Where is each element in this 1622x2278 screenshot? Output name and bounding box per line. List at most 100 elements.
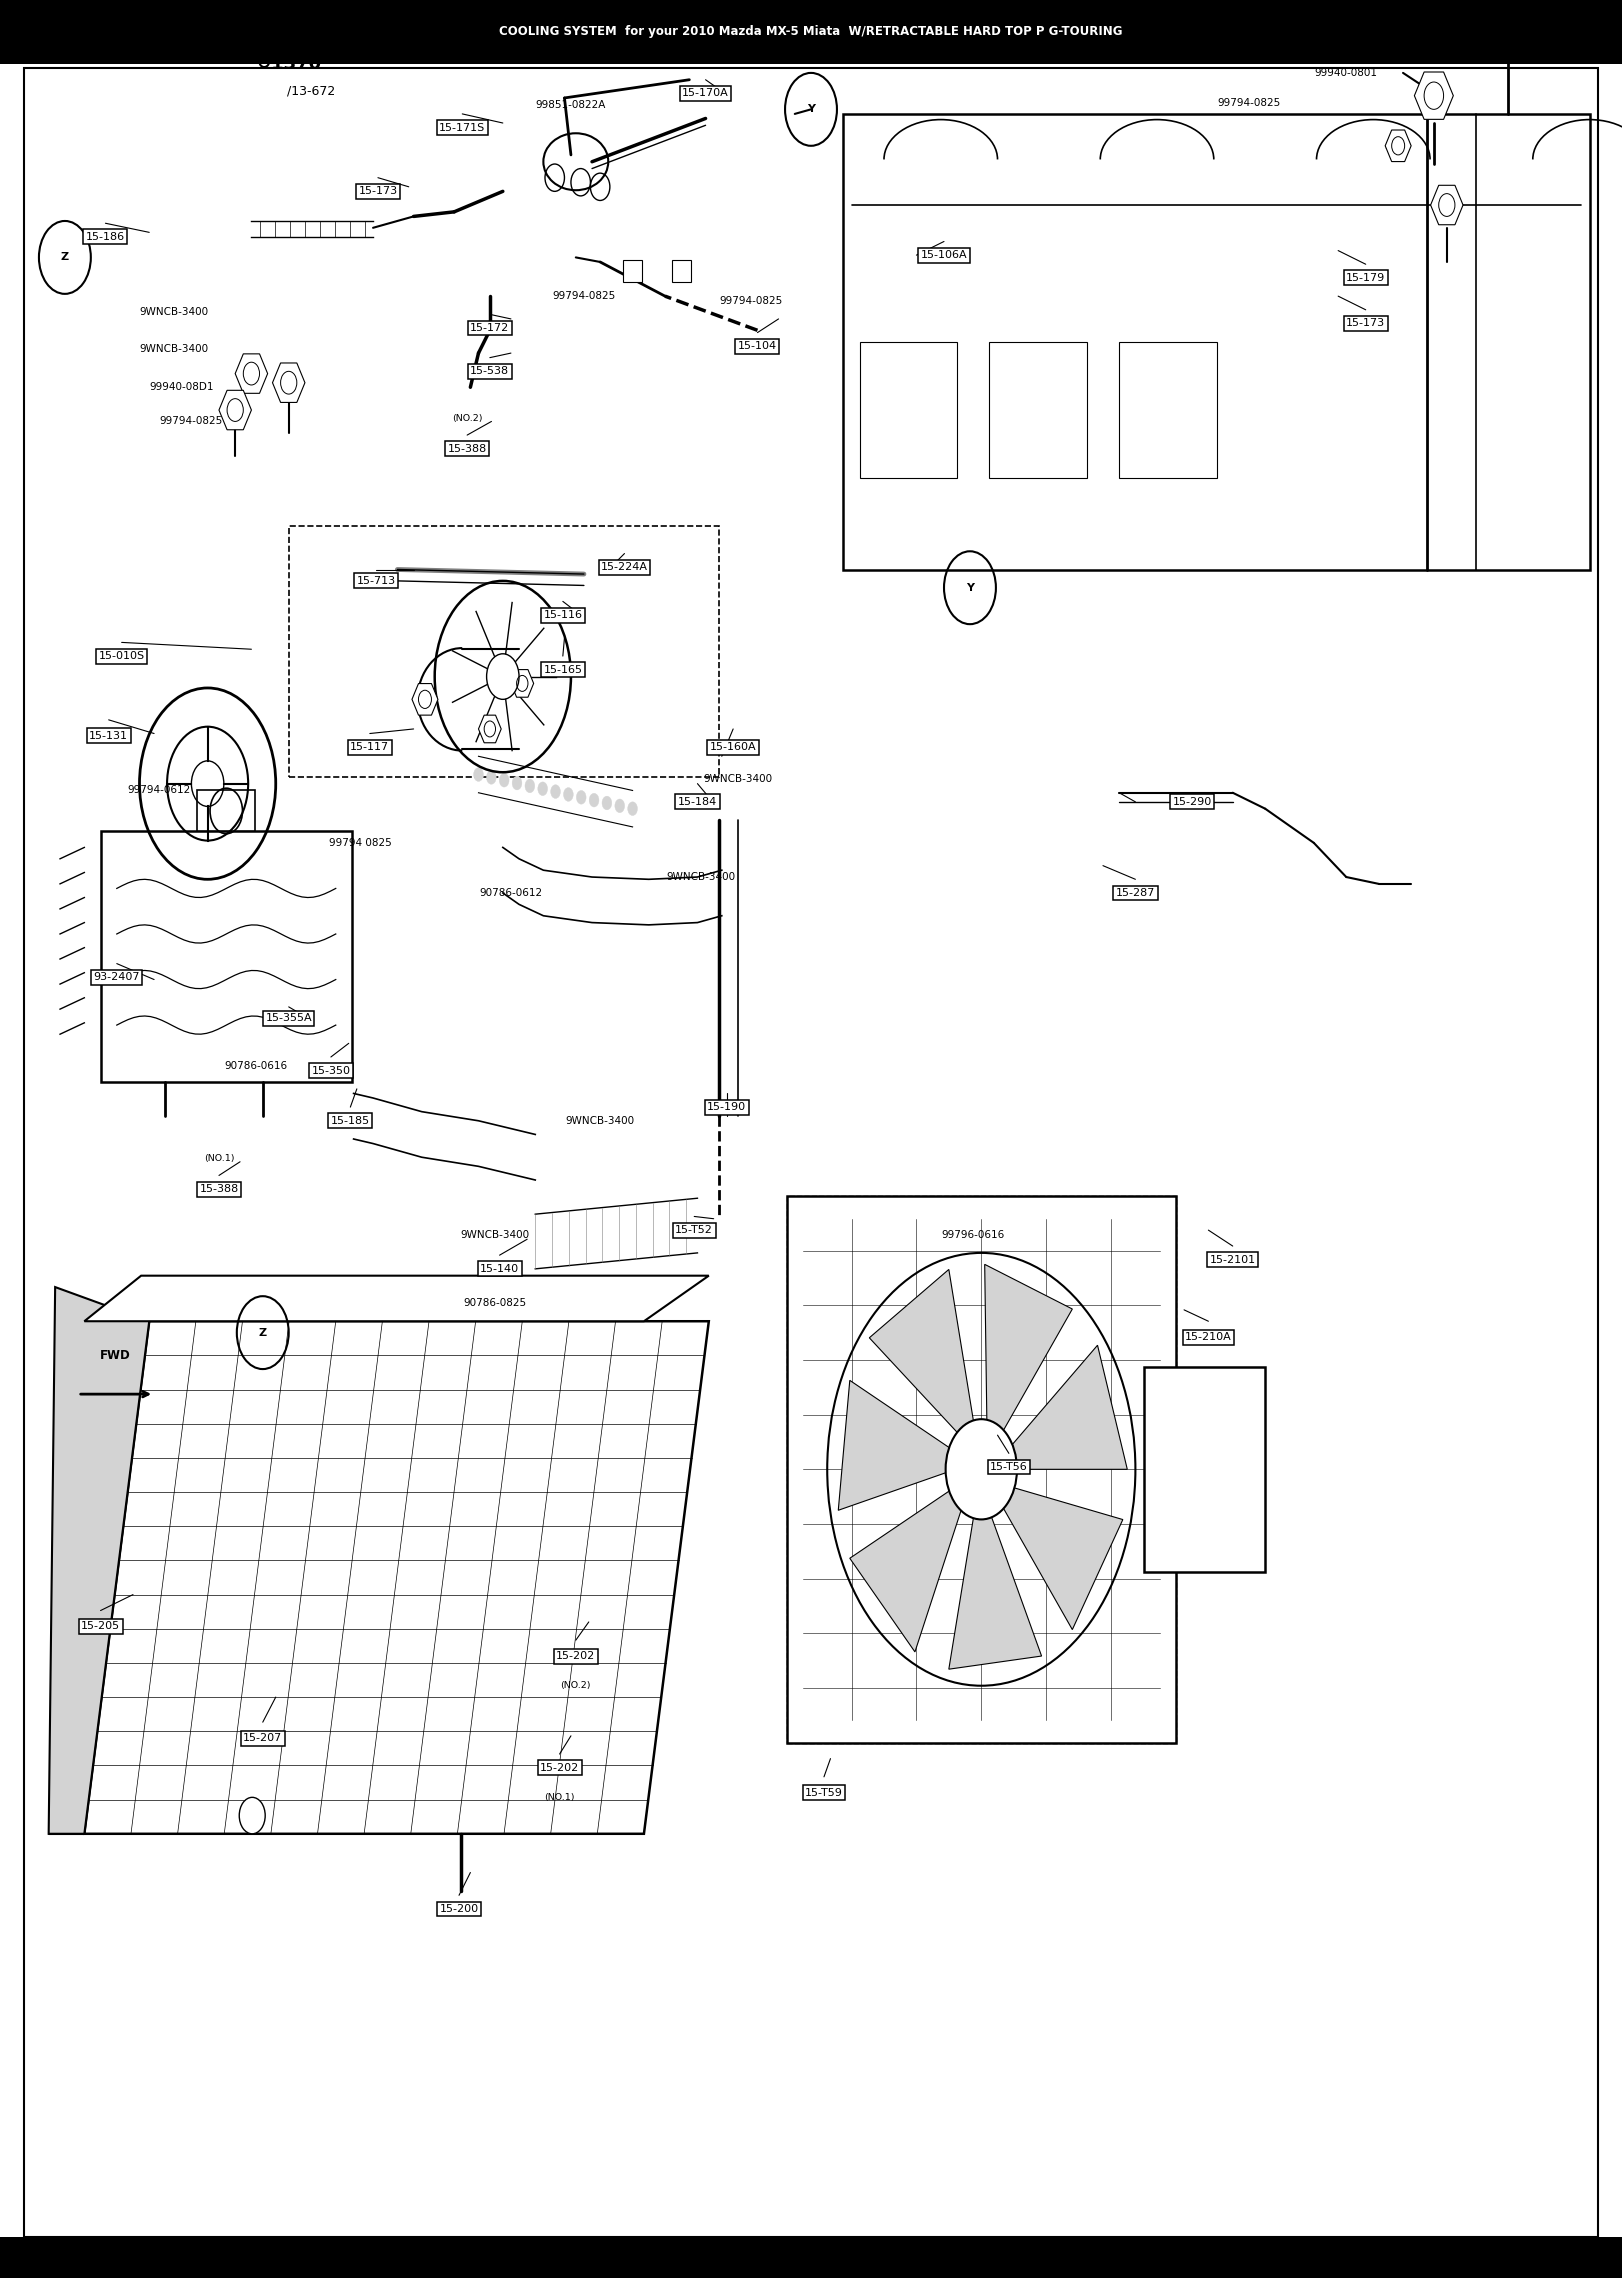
Text: 15-388: 15-388	[200, 1185, 238, 1194]
Text: 15-202: 15-202	[556, 1652, 595, 1661]
Bar	[101, 831, 352, 1082]
Text: 15-165: 15-165	[543, 665, 582, 674]
Text: 90786-0616: 90786-0616	[225, 1062, 287, 1071]
Text: 9WNCB-3400: 9WNCB-3400	[704, 775, 772, 784]
Text: FWD: FWD	[101, 1349, 130, 1362]
Circle shape	[946, 1419, 1017, 1519]
Bar	[787, 1196, 1176, 1743]
Text: 15-202: 15-202	[540, 1763, 579, 1772]
Polygon shape	[412, 683, 438, 715]
Text: Y: Y	[808, 105, 814, 114]
Text: 15-224A: 15-224A	[602, 563, 647, 572]
Circle shape	[474, 768, 483, 781]
Text: 15-171S: 15-171S	[440, 123, 485, 132]
Text: 15-T59: 15-T59	[805, 1788, 843, 1797]
Text: 15-185: 15-185	[331, 1116, 370, 1125]
Text: 15-355A: 15-355A	[266, 1014, 311, 1023]
Text: 15-106A: 15-106A	[921, 251, 967, 260]
Text: 99794-0825: 99794-0825	[720, 296, 782, 305]
Bar	[672, 260, 691, 282]
Text: 15-190: 15-190	[707, 1103, 746, 1112]
Polygon shape	[235, 353, 268, 394]
Text: 15-140: 15-140	[480, 1264, 519, 1273]
Text: 9WNCB-3400: 9WNCB-3400	[566, 1116, 634, 1125]
Text: 9WNCB-3400: 9WNCB-3400	[139, 308, 208, 317]
Text: 99794 0825: 99794 0825	[329, 838, 391, 847]
Bar	[843, 114, 1590, 570]
Text: 15-290: 15-290	[1173, 797, 1212, 806]
Polygon shape	[1414, 73, 1453, 118]
Polygon shape	[1431, 185, 1463, 226]
Polygon shape	[272, 362, 305, 403]
Text: 15-186: 15-186	[86, 232, 125, 241]
Text: 15-173: 15-173	[358, 187, 397, 196]
Text: 99794-0825: 99794-0825	[1218, 98, 1280, 107]
Bar	[787, 1196, 1176, 1743]
Text: 15-210A: 15-210A	[1186, 1333, 1231, 1342]
Text: 15-010S: 15-010S	[99, 652, 144, 661]
Text: COOLING SYSTEM  for your 2010 Mazda MX-5 Miata  W/RETRACTABLE HARD TOP P G-TOURI: COOLING SYSTEM for your 2010 Mazda MX-5 …	[500, 25, 1122, 39]
Text: 15-538: 15-538	[470, 367, 509, 376]
Text: 90786-0612: 90786-0612	[480, 888, 542, 898]
Bar	[289, 526, 719, 777]
Text: 15-173: 15-173	[1346, 319, 1385, 328]
Text: /13-672: /13-672	[287, 84, 336, 98]
Text: 9WNCB-3400: 9WNCB-3400	[139, 344, 208, 353]
Bar	[0, 0, 1622, 64]
Text: 15-104: 15-104	[738, 342, 777, 351]
Text: 15-2101: 15-2101	[1210, 1255, 1255, 1264]
Circle shape	[526, 779, 535, 793]
Text: 15-160A: 15-160A	[710, 743, 756, 752]
Polygon shape	[84, 1321, 709, 1834]
Polygon shape	[1011, 1346, 1127, 1469]
Text: Y: Y	[967, 583, 973, 592]
Text: 15-388: 15-388	[448, 444, 487, 453]
Text: 15-T52: 15-T52	[675, 1226, 714, 1235]
Text: 99794-0612: 99794-0612	[128, 786, 190, 795]
Polygon shape	[869, 1269, 975, 1435]
Polygon shape	[949, 1513, 1041, 1670]
Text: 15-116: 15-116	[543, 611, 582, 620]
Circle shape	[513, 777, 522, 790]
Text: 90786-0825: 90786-0825	[464, 1298, 526, 1308]
Text: (NO.1): (NO.1)	[204, 1155, 234, 1164]
Circle shape	[628, 802, 637, 816]
Text: 15-170A: 15-170A	[683, 89, 728, 98]
Polygon shape	[1385, 130, 1411, 162]
Circle shape	[539, 781, 548, 795]
Bar	[860, 342, 957, 478]
Polygon shape	[219, 390, 251, 431]
Polygon shape	[850, 1490, 962, 1652]
Text: 15-287: 15-287	[1116, 888, 1155, 898]
Text: 15-172: 15-172	[470, 323, 509, 333]
Text: 15-131: 15-131	[89, 731, 128, 740]
Text: 9WNCB-3400: 9WNCB-3400	[667, 872, 735, 882]
Circle shape	[240, 1797, 266, 1834]
Circle shape	[576, 790, 586, 804]
Circle shape	[563, 788, 573, 802]
Text: 99851-0822A: 99851-0822A	[535, 100, 607, 109]
Text: 99794-0825: 99794-0825	[553, 292, 615, 301]
Text: 99794-0825: 99794-0825	[161, 417, 222, 426]
Polygon shape	[839, 1380, 952, 1510]
Circle shape	[487, 770, 496, 784]
Polygon shape	[478, 715, 501, 743]
Text: 15-T56: 15-T56	[989, 1462, 1028, 1472]
Circle shape	[487, 654, 519, 699]
Polygon shape	[511, 670, 534, 697]
Circle shape	[551, 784, 561, 797]
Text: 93-2407: 93-2407	[94, 973, 139, 982]
Bar	[989, 342, 1087, 478]
Text: 15-200: 15-200	[440, 1904, 478, 1914]
Polygon shape	[49, 1287, 149, 1834]
Bar	[1119, 342, 1216, 478]
Text: 15-207: 15-207	[243, 1734, 282, 1743]
Bar	[623, 260, 642, 282]
Circle shape	[589, 793, 599, 806]
Circle shape	[602, 797, 611, 811]
Text: Z: Z	[60, 253, 70, 262]
Text: ↺1370: ↺1370	[256, 55, 321, 73]
Polygon shape	[985, 1264, 1072, 1433]
Text: Z: Z	[258, 1328, 268, 1337]
Text: (NO.1): (NO.1)	[545, 1793, 574, 1802]
